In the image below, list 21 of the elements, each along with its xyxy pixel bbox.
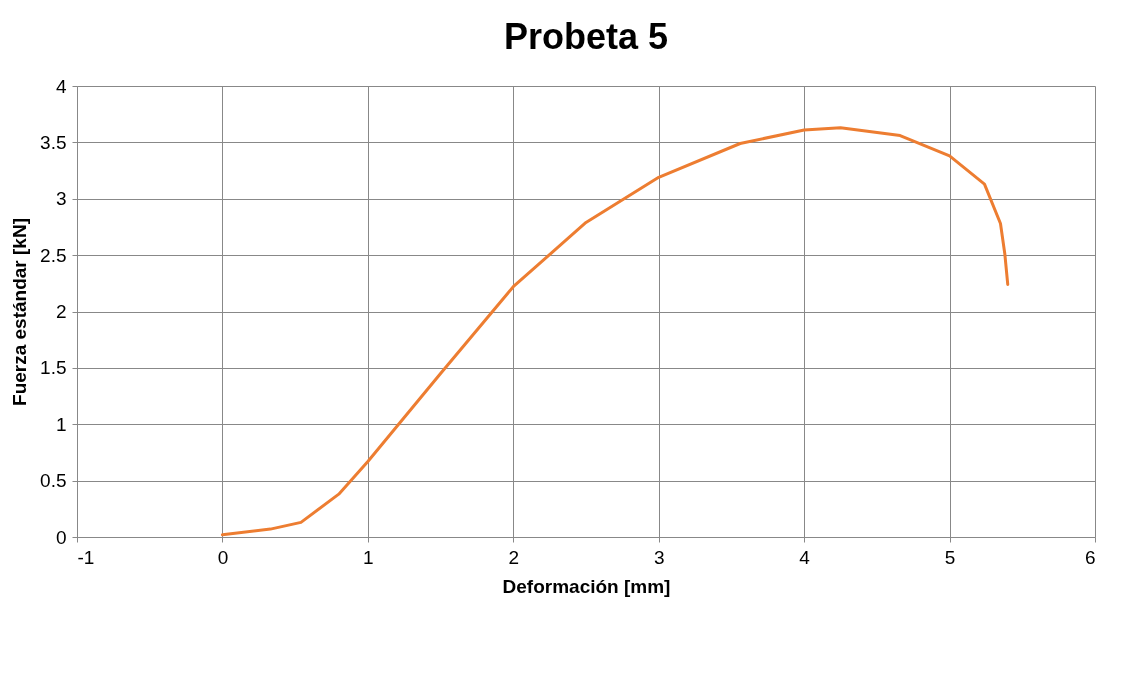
x-tick-label: 0 — [217, 546, 229, 568]
x-tick-label: 3 — [653, 546, 665, 568]
y-tick-label: 0.5 — [40, 470, 67, 492]
y-tick-label: 3.5 — [40, 131, 67, 153]
x-tick-label: 6 — [1084, 546, 1096, 568]
y-tick-label: 0 — [55, 526, 67, 548]
x-tick-label: -1 — [77, 546, 95, 568]
y-tick-label: 2 — [55, 301, 67, 322]
chart-title: Probeta 5 — [503, 16, 669, 57]
y-tick-label: 3 — [55, 188, 67, 210]
x-tick-label: 2 — [508, 546, 520, 568]
x-tick-label: 5 — [944, 546, 956, 568]
line-series — [220, 126, 1010, 537]
x-tick-label: 4 — [799, 546, 811, 568]
x-axis-title: Deformación [mm] — [502, 575, 671, 597]
x-tick-label: 1 — [363, 546, 374, 568]
y-tick-label: 1.5 — [40, 357, 67, 379]
y-tick-label: 4 — [55, 75, 67, 97]
y-tick-label: 1 — [55, 413, 67, 435]
y-axis-title: Fuerza estándar [kN] — [9, 218, 31, 406]
y-tick-label: 2.5 — [40, 244, 67, 266]
